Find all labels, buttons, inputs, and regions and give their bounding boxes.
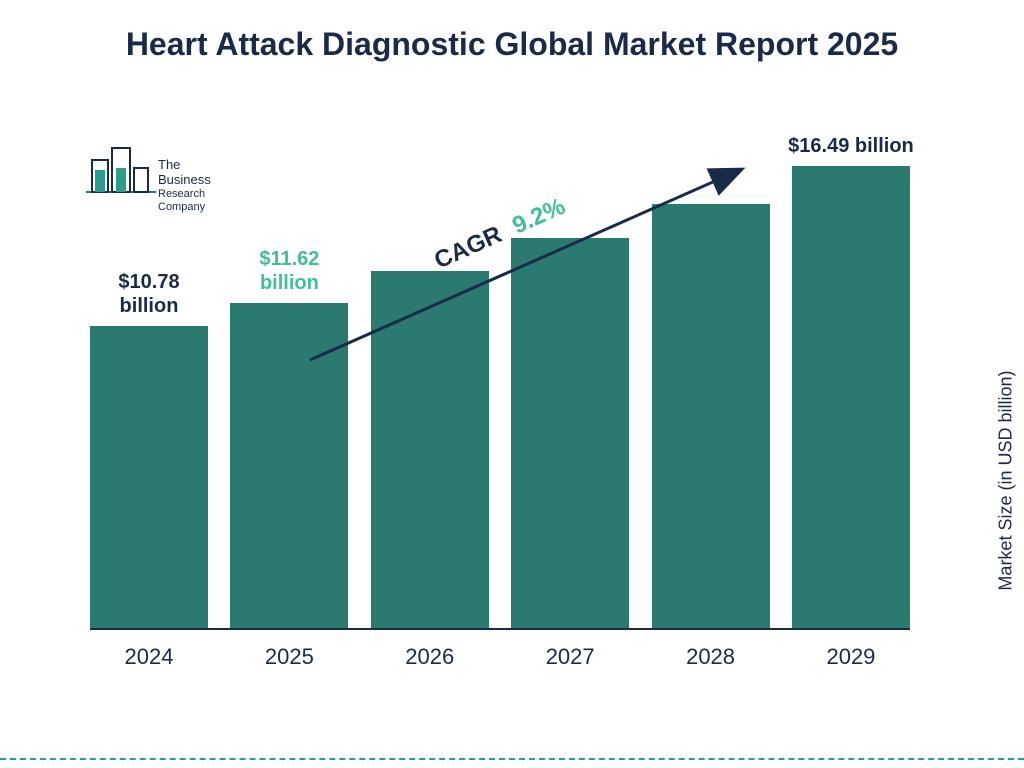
x-axis-label: 2026 [371, 634, 489, 670]
bars-container: $10.78billion$11.62billion $16.49 billion [90, 140, 910, 630]
x-axis-label: 2028 [652, 634, 770, 670]
x-axis-label: 2025 [230, 634, 348, 670]
x-axis-label: 2024 [90, 634, 208, 670]
bar-col [511, 238, 629, 628]
bar-col [652, 204, 770, 628]
bar-col: $16.49 billion [792, 166, 910, 628]
bar [230, 303, 348, 628]
chart-title: Heart Attack Diagnostic Global Market Re… [0, 24, 1024, 64]
bar [90, 326, 208, 628]
bar-col: $11.62billion [230, 303, 348, 628]
bar-value-label: $10.78billion [79, 270, 219, 318]
x-axis-labels: 2024 2025 2026 2027 2028 2029 [90, 634, 910, 670]
x-axis-label: 2029 [792, 634, 910, 670]
y-axis-label: Market Size (in USD billion) [996, 371, 1017, 591]
bottom-dashed-line [0, 758, 1024, 760]
x-axis-label: 2027 [511, 634, 629, 670]
bar-value-label: $16.49 billion [781, 134, 921, 158]
bar [371, 271, 489, 628]
bar [792, 166, 910, 628]
bar-col [371, 271, 489, 628]
bar-col: $10.78billion [90, 326, 208, 628]
bar-value-label: $11.62billion [219, 247, 359, 295]
bar [652, 204, 770, 628]
bar [511, 238, 629, 628]
